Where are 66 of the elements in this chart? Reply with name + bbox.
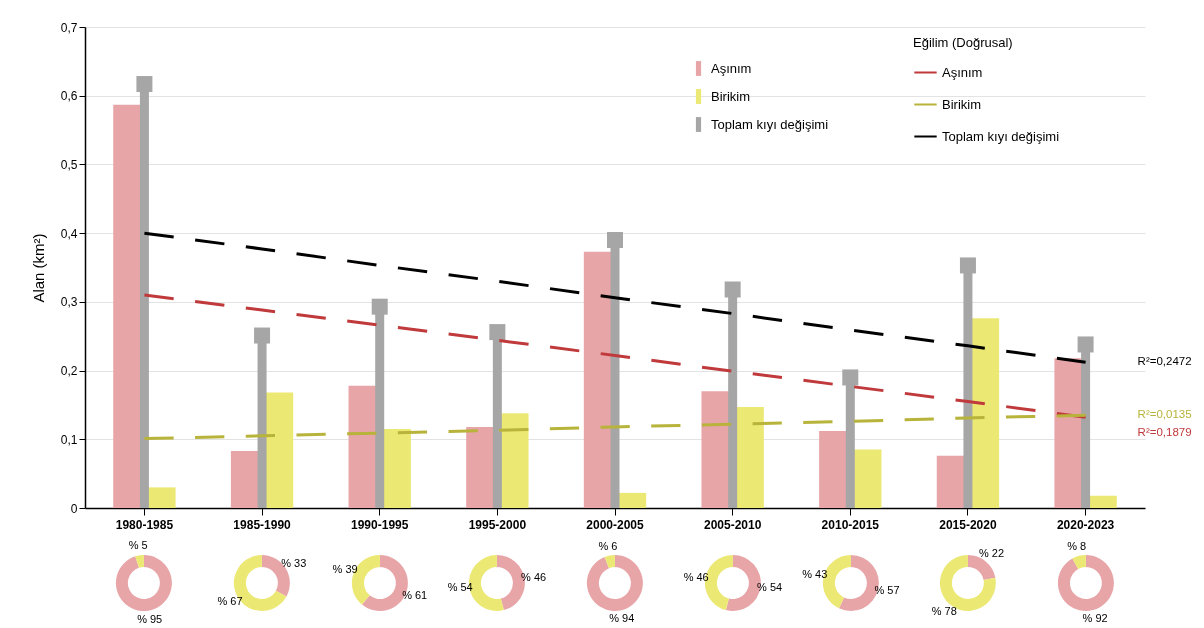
point	[1077, 336, 1094, 353]
y-tick-label: 0,1	[60, 432, 78, 447]
data-label: % 57	[874, 584, 900, 597]
data-label: % 78	[932, 604, 958, 617]
line-series	[142, 413, 1088, 441]
data-label: % 54	[756, 580, 782, 593]
y-tick-label: 0,5	[60, 157, 78, 172]
x-tick-label: 1980-1985	[115, 517, 174, 532]
data-label: % 54	[447, 580, 474, 593]
data-label: % 92	[1082, 611, 1108, 624]
data-label: % 8	[1067, 540, 1087, 553]
point	[254, 327, 271, 344]
annotation: R²=0,1879	[1137, 426, 1192, 439]
donut-slice	[587, 555, 643, 611]
data-label: % 46	[683, 571, 709, 584]
legend-label: Aşınım	[942, 64, 983, 80]
point	[724, 281, 741, 298]
line-series	[142, 293, 1088, 419]
data-label: % 22	[979, 547, 1005, 560]
donut-slice	[604, 555, 615, 569]
point	[136, 76, 153, 93]
data-label: % 39	[332, 563, 358, 576]
legend-label: Toplam kıyı değişimi	[711, 116, 829, 132]
point	[607, 232, 623, 249]
donut-slice	[115, 555, 172, 611]
data-label: % 43	[801, 567, 827, 580]
data-label: % 67	[217, 594, 243, 607]
x-tick-label: 2015-2020	[939, 517, 997, 532]
data-label: % 95	[137, 612, 163, 625]
x-tick-label: 2000-2005	[586, 517, 645, 532]
legend-title: Eğilim (Doğrusal)	[913, 35, 1013, 50]
y-tick-label: 0,2	[60, 364, 78, 379]
point	[959, 257, 976, 274]
y-tick-label: 0,7	[60, 20, 78, 35]
x-tick-label: 2020-2023	[1056, 517, 1115, 532]
x-tick-label: 1990-1995	[351, 517, 409, 532]
y-tick-label: 0	[70, 501, 78, 516]
line-series	[142, 231, 1088, 364]
donut-slice	[968, 555, 996, 580]
x-tick-label: 1995-2000	[468, 517, 527, 532]
legend-label: Birikim	[711, 88, 750, 104]
annotation: R²=0,0135	[1137, 408, 1192, 421]
y-tick-label: 0,4	[60, 226, 78, 241]
legend-label: Toplam kıyı değişimi	[942, 128, 1060, 144]
data-label: % 33	[280, 557, 307, 570]
donut-slice	[135, 555, 144, 568]
y-axis-title: Alan (km²)	[29, 233, 47, 303]
data-label: % 61	[401, 588, 427, 601]
donut-slice	[261, 555, 290, 597]
donut-slice	[1072, 555, 1087, 569]
data-label: % 6	[598, 539, 618, 552]
data-label: % 46	[521, 571, 547, 584]
legend-label: Birikim	[942, 96, 981, 112]
data-label: % 5	[128, 539, 148, 552]
point	[842, 369, 859, 386]
data-label: % 94	[609, 612, 635, 625]
x-tick-label: 1985-1990	[233, 517, 292, 532]
point	[371, 298, 388, 315]
y-tick-label: 0,6	[60, 89, 78, 104]
annotation: R²=0,2472	[1137, 355, 1192, 368]
donut-slice	[1058, 555, 1115, 611]
legend-label: Aşınım	[711, 60, 752, 76]
point	[489, 324, 506, 341]
x-tick-label: 2005-2010	[703, 517, 762, 532]
y-tick-label: 0,3	[60, 295, 78, 310]
x-tick-label: 2010-2015	[821, 517, 880, 532]
